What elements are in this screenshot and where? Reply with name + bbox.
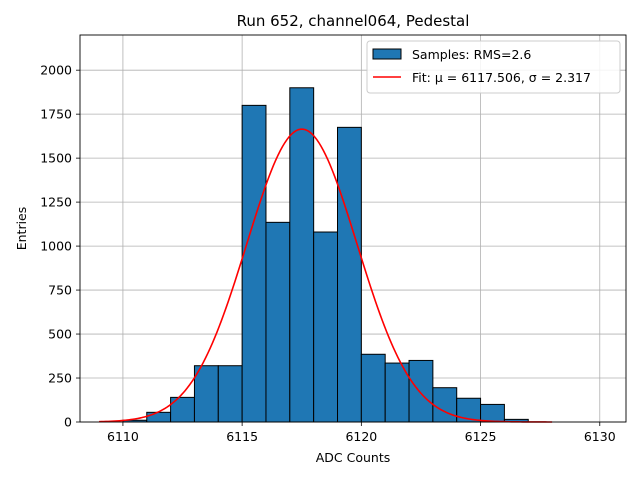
plot-frame: [79, 34, 627, 423]
fit-curve: [99, 128, 553, 423]
y-tick-label: 250: [48, 371, 72, 386]
x-tick-label: 6115: [226, 429, 258, 444]
legend: Samples: RMS=2.6 Fit: μ = 6117.506, σ = …: [366, 40, 621, 94]
histogram-bar: [313, 231, 339, 423]
legend-histogram-swatch: [372, 48, 402, 60]
y-tick-label: 1000: [40, 239, 72, 254]
histogram-bar: [217, 365, 243, 423]
x-tick-label: 6125: [465, 429, 497, 444]
histogram-bar: [408, 359, 434, 423]
histogram-bar: [146, 411, 172, 423]
histogram-bar: [193, 365, 219, 423]
legend-fit-label: Fit: μ = 6117.506, σ = 2.317: [412, 70, 591, 85]
histogram-bar: [265, 221, 291, 423]
y-tick-label: 1750: [40, 107, 72, 122]
histogram-bars: [122, 87, 529, 423]
axis-ticks: 6110 6115 6120 6125 6130 0 250 500 750 1000 1250 15…: [40, 63, 616, 444]
histogram-bar: [432, 387, 458, 423]
x-tick-label: 6120: [345, 429, 377, 444]
histogram-bar: [360, 353, 386, 423]
y-tick-label: 2000: [40, 63, 72, 78]
x-axis-label: ADC Counts: [316, 450, 391, 465]
legend-box: [366, 40, 621, 94]
histogram-bar: [241, 104, 267, 423]
y-tick-label: 0: [64, 415, 72, 430]
legend-histogram-label: Samples: RMS=2.6: [412, 47, 531, 62]
x-tick-label: 6110: [107, 429, 139, 444]
y-tick-label: 1500: [40, 151, 72, 166]
histogram-bar: [289, 87, 315, 423]
y-tick-label: 1250: [40, 195, 72, 210]
histogram-bar: [480, 403, 505, 423]
y-tick-label: 750: [48, 283, 72, 298]
x-tick-label: 6130: [584, 429, 616, 444]
y-axis-label: Entries: [14, 207, 29, 251]
histogram-bar: [337, 126, 362, 423]
y-tick-label: 500: [48, 327, 72, 342]
chart-title: Run 652, channel064, Pedestal: [237, 12, 470, 30]
fit-curve-layer: [99, 128, 553, 423]
